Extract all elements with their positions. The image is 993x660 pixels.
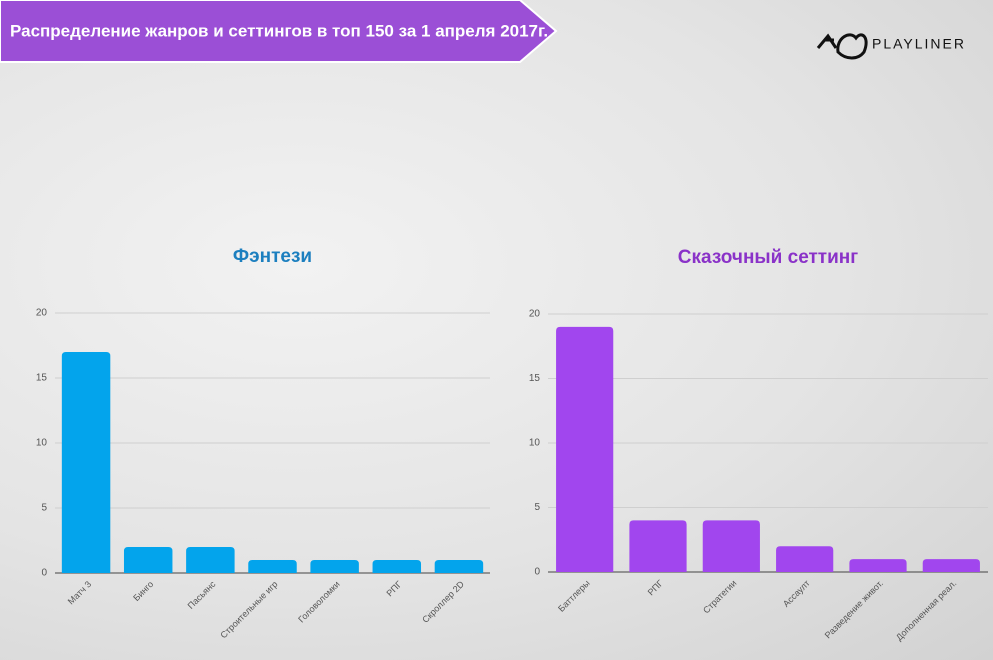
bar (310, 560, 359, 573)
y-tick-label: 10 (36, 438, 48, 449)
x-tick-label: Бинго (131, 579, 155, 603)
x-tick-label: Головоломки (296, 579, 342, 625)
y-tick-label: 15 (529, 373, 541, 384)
x-tick-label: РПГ (646, 578, 665, 597)
bar (248, 560, 297, 573)
bar (186, 547, 235, 573)
x-tick-label: Разведение живот. (823, 578, 885, 640)
y-tick-label: 5 (534, 502, 540, 513)
chart-title: Фэнтези (233, 246, 312, 267)
y-tick-label: 0 (41, 568, 47, 579)
bar (776, 546, 834, 572)
x-tick-label: Матч 3 (66, 579, 93, 606)
bar (629, 520, 687, 572)
chart-title: Сказочный сеттинг (678, 247, 858, 268)
bar (556, 326, 614, 572)
logo-icon (816, 33, 868, 60)
x-tick-label: Стратегии (701, 578, 738, 615)
y-tick-label: 15 (36, 373, 48, 384)
x-tick-label: Ассаулт (781, 578, 812, 609)
x-tick-label: Дополненная реал. (894, 578, 958, 642)
bar (849, 559, 907, 572)
x-tick-label: Строительные игр (218, 579, 279, 640)
bar (123, 547, 173, 573)
banner (0, 0, 558, 63)
x-tick-label: Скроллер 2D (420, 579, 466, 625)
bar (434, 560, 484, 573)
bar (702, 520, 760, 572)
y-tick-label: 5 (41, 503, 47, 514)
y-tick-label: 20 (529, 309, 541, 320)
bar (372, 560, 422, 573)
x-tick-label: Баттлеры (556, 578, 592, 614)
banner-title: Распределение жанров и сеттингов в топ 1… (10, 21, 548, 40)
y-tick-label: 20 (36, 308, 48, 319)
x-tick-label: РПГ (385, 579, 404, 598)
y-tick-label: 0 (534, 567, 540, 578)
bar (61, 352, 111, 573)
y-tick-label: 10 (529, 438, 541, 449)
bar (922, 559, 980, 572)
logo-text: PLAYLINER (872, 36, 966, 52)
x-tick-label: Пасьянс (186, 579, 218, 611)
